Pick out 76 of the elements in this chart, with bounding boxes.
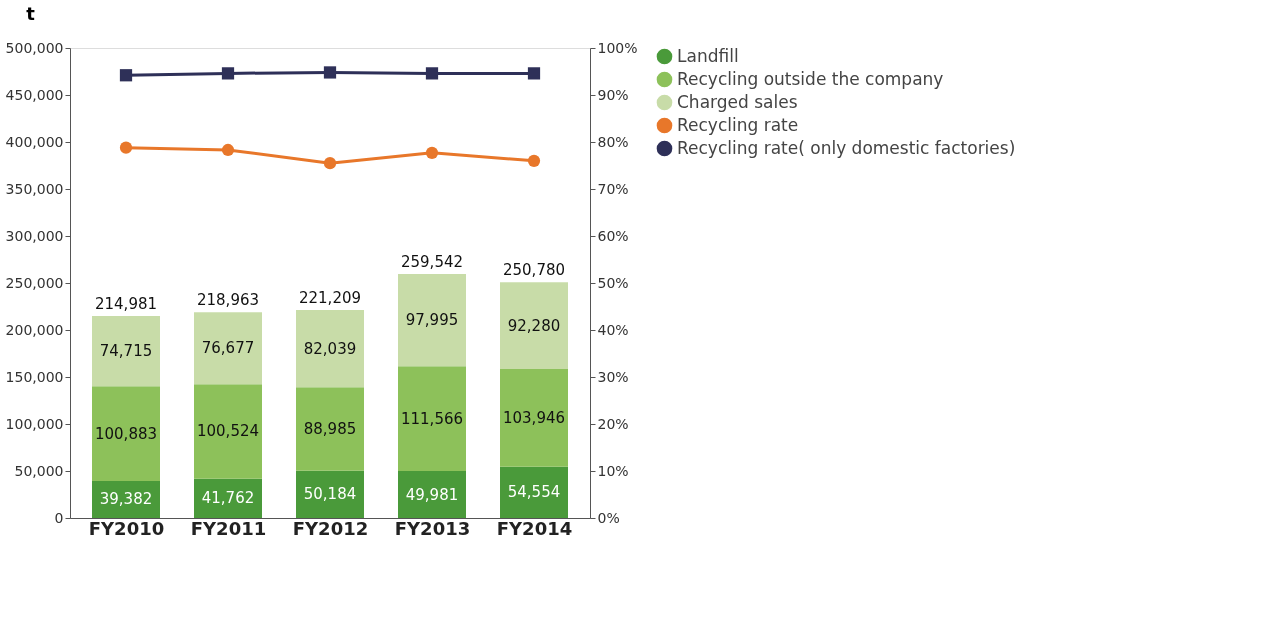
y2-tick-label: 0% xyxy=(597,509,620,526)
x-tick-label: FY2011 xyxy=(190,517,267,539)
total-label: 218,963 xyxy=(196,291,260,310)
legend-label: Recycling rate xyxy=(677,114,799,135)
total-label: 214,981 xyxy=(94,294,158,313)
bar xyxy=(296,470,364,518)
legend-label: Recycling rate( only domestic factories) xyxy=(677,137,1016,158)
data-label: 54,554 xyxy=(507,483,561,502)
y2-tick-label: 50% xyxy=(597,274,629,291)
bar xyxy=(194,312,262,385)
data-label: 49,981 xyxy=(405,485,459,504)
y2-tick-label: 70% xyxy=(597,180,629,197)
point xyxy=(425,146,439,159)
y-tick-label: 200,000 xyxy=(5,321,64,338)
total-label: 250,780 xyxy=(502,261,566,280)
bar xyxy=(398,366,466,472)
y2-tick-label: 30% xyxy=(597,368,629,385)
point xyxy=(323,66,337,79)
bar xyxy=(398,471,466,518)
y-axis-title: t xyxy=(26,2,36,24)
data-label: 41,762 xyxy=(201,489,255,508)
data-label: 82,039 xyxy=(303,339,357,358)
data-label: 100,883 xyxy=(94,424,158,443)
x-tick-label: FY2014 xyxy=(496,517,573,539)
y-tick-label: 0 xyxy=(54,509,64,526)
data-label: 88,985 xyxy=(303,420,357,438)
y-tick-label: 100,000 xyxy=(5,415,64,432)
x-tick-label: FY2013 xyxy=(394,517,471,539)
data-label: 50,184 xyxy=(303,485,357,504)
point xyxy=(425,67,439,80)
legend-label: Recycling outside the company xyxy=(677,68,944,89)
y-tick-label: 350,000 xyxy=(5,180,64,197)
data-label: 74,715 xyxy=(99,342,153,361)
data-label: 97,995 xyxy=(405,311,459,330)
y2-tick-label: 100% xyxy=(597,39,638,56)
bar xyxy=(92,386,160,481)
y-tick-label: 250,000 xyxy=(5,274,64,291)
data-label: 76,677 xyxy=(201,339,255,358)
total-label: 221,209 xyxy=(298,289,362,308)
y2-tick-label: 20% xyxy=(597,415,629,432)
y-tick-label: 450,000 xyxy=(5,86,64,103)
x-tick-label: FY2010 xyxy=(88,517,165,539)
y2-tick-label: 60% xyxy=(597,227,629,244)
y-tick-label: 150,000 xyxy=(5,368,64,385)
y2-tick-label: 90% xyxy=(597,86,629,103)
bar xyxy=(500,466,568,518)
bar xyxy=(500,369,568,467)
total-label: 259,542 xyxy=(400,253,464,272)
legend-label: Charged sales xyxy=(677,91,798,112)
bar xyxy=(92,315,160,387)
bar xyxy=(500,282,568,370)
bar xyxy=(296,310,364,388)
point xyxy=(527,154,541,167)
data-label: 92,280 xyxy=(507,316,561,335)
y-tick-label: 400,000 xyxy=(5,133,64,150)
y2-tick-label: 40% xyxy=(597,321,629,338)
y-tick-label: 50,000 xyxy=(14,462,64,479)
x-tick-label: FY2012 xyxy=(292,517,369,539)
data-label: 111,566 xyxy=(400,409,464,428)
point xyxy=(323,157,337,170)
legend-label: Landfill xyxy=(677,45,739,66)
point xyxy=(119,141,133,154)
y-tick-label: 500,000 xyxy=(5,39,64,56)
y2-tick-label: 80% xyxy=(597,133,629,150)
point xyxy=(221,143,235,157)
data-label: 39,382 xyxy=(99,490,153,509)
bar xyxy=(398,274,466,367)
point xyxy=(221,67,235,80)
bar xyxy=(194,384,262,479)
y2-tick-label: 10% xyxy=(597,462,629,479)
point xyxy=(119,69,133,82)
bar xyxy=(296,387,364,471)
data-label: 103,946 xyxy=(502,408,566,427)
y-tick-label: 300,000 xyxy=(5,227,64,244)
point xyxy=(527,67,541,80)
data-label: 100,524 xyxy=(196,422,260,441)
